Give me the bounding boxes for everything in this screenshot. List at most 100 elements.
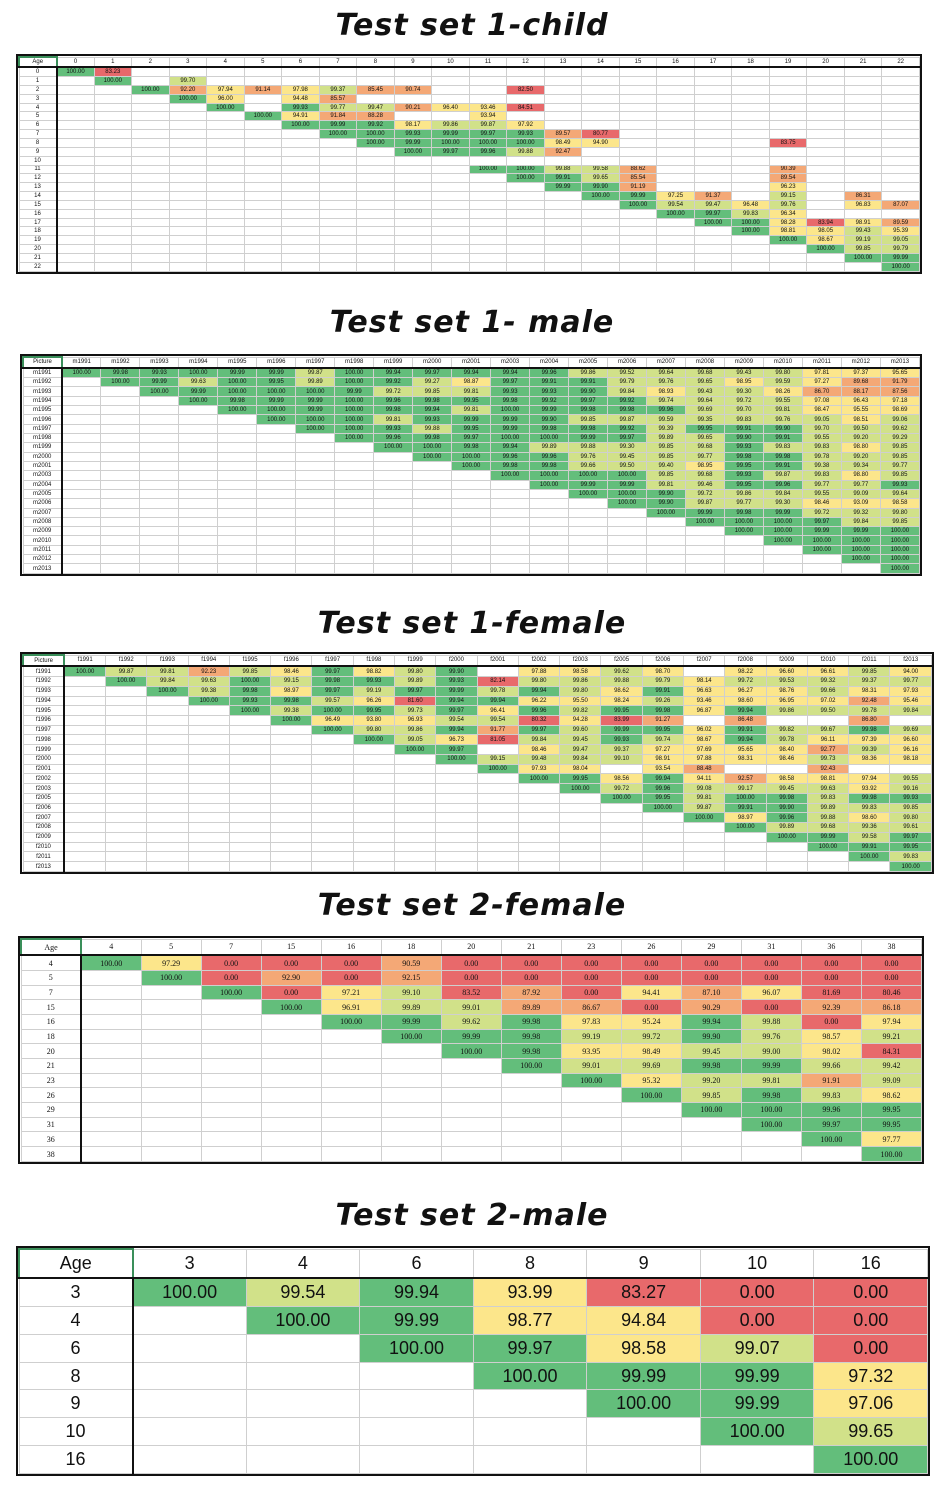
value-cell[interactable]: 100.00 [468, 138, 508, 148]
empty-cell[interactable] [168, 261, 208, 273]
empty-cell[interactable] [131, 111, 170, 122]
empty-cell[interactable] [412, 488, 453, 500]
row-header-cell[interactable]: f1994 [22, 695, 66, 707]
value-cell[interactable]: 100.00 [295, 414, 336, 425]
value-cell[interactable]: 99.93 [412, 414, 453, 425]
empty-cell[interactable] [187, 792, 230, 804]
value-cell[interactable]: 99.99 [431, 129, 470, 139]
value-cell[interactable]: 83.23 [93, 66, 133, 78]
value-cell[interactable]: 91.37 [693, 191, 733, 201]
value-cell[interactable]: 99.76 [646, 377, 686, 388]
empty-cell[interactable] [281, 155, 320, 166]
empty-cell[interactable] [806, 84, 845, 95]
value-cell[interactable]: 0.00 [680, 954, 742, 972]
empty-cell[interactable] [468, 76, 508, 86]
empty-cell[interactable] [131, 138, 170, 148]
column-header-cell[interactable]: f1994 [187, 654, 230, 668]
empty-cell[interactable] [373, 470, 414, 481]
empty-cell[interactable] [206, 261, 245, 273]
value-cell[interactable]: 99.97 [468, 129, 508, 139]
empty-cell[interactable] [352, 773, 396, 785]
value-cell[interactable]: 98.95 [723, 377, 764, 388]
value-cell[interactable]: 0.00 [813, 1306, 928, 1335]
value-cell[interactable]: 84.51 [506, 102, 545, 113]
empty-cell[interactable] [500, 1131, 562, 1148]
empty-cell[interactable] [559, 802, 602, 814]
value-cell[interactable]: 100.00 [435, 753, 478, 765]
empty-cell[interactable] [132, 1417, 247, 1447]
value-cell[interactable]: 99.98 [500, 1014, 562, 1030]
value-cell[interactable]: 98.91 [843, 217, 883, 228]
empty-cell[interactable] [843, 102, 883, 113]
empty-cell[interactable] [217, 479, 258, 490]
value-cell[interactable]: 100.00 [740, 1102, 802, 1118]
empty-cell[interactable] [139, 479, 180, 490]
row-header-cell[interactable]: 20 [20, 1043, 83, 1060]
value-cell[interactable]: 100.00 [607, 488, 647, 500]
empty-cell[interactable] [61, 479, 102, 490]
value-cell[interactable]: 99.97 [490, 377, 531, 388]
empty-cell[interactable] [311, 822, 354, 833]
empty-cell[interactable] [217, 432, 258, 444]
row-header-cell[interactable]: 29 [20, 1102, 83, 1118]
value-cell[interactable]: 81.60 [394, 695, 437, 707]
value-cell[interactable]: 99.91 [762, 460, 803, 472]
value-cell[interactable]: 99.97 [435, 744, 478, 755]
value-cell[interactable]: 0.00 [699, 1277, 815, 1308]
value-cell[interactable]: 99.94 [435, 724, 478, 736]
empty-cell[interactable] [56, 182, 95, 193]
empty-cell[interactable] [168, 199, 208, 210]
empty-cell[interactable] [105, 753, 148, 765]
empty-cell[interactable] [243, 146, 283, 157]
value-cell[interactable]: 0.00 [699, 1306, 815, 1335]
value-cell[interactable]: 80.46 [860, 984, 923, 1001]
empty-cell[interactable] [100, 395, 141, 407]
column-header-cell[interactable]: 21 [500, 938, 562, 957]
value-cell[interactable]: 100.00 [879, 535, 921, 546]
column-header-cell[interactable]: 9 [586, 1248, 701, 1280]
value-cell[interactable]: 99.93 [723, 442, 764, 453]
empty-cell[interactable] [506, 252, 545, 263]
value-cell[interactable]: 100.00 [187, 695, 230, 707]
value-cell[interactable]: 98.70 [641, 665, 685, 678]
empty-cell[interactable] [243, 164, 283, 175]
empty-cell[interactable] [740, 1146, 802, 1162]
empty-cell[interactable] [412, 498, 453, 509]
value-cell[interactable]: 88.48 [682, 763, 726, 775]
value-cell[interactable]: 99.89 [806, 802, 850, 814]
empty-cell[interactable] [61, 460, 102, 472]
value-cell[interactable]: 100.00 [393, 146, 433, 157]
empty-cell[interactable] [656, 155, 695, 166]
row-header-cell[interactable]: f2008 [22, 822, 66, 833]
value-cell[interactable]: 98.31 [724, 753, 767, 765]
empty-cell[interactable] [318, 199, 358, 210]
empty-cell[interactable] [178, 442, 219, 453]
empty-cell[interactable] [80, 1014, 142, 1030]
column-header-cell[interactable]: 6 [359, 1248, 474, 1280]
empty-cell[interactable] [731, 182, 770, 193]
empty-cell[interactable] [431, 199, 470, 210]
empty-cell[interactable] [93, 111, 133, 122]
empty-cell[interactable] [80, 1131, 142, 1148]
empty-cell[interactable] [168, 217, 208, 228]
value-cell[interactable]: 99.98 [412, 395, 453, 407]
value-cell[interactable]: 100.00 [140, 970, 202, 986]
empty-cell[interactable] [656, 182, 695, 193]
value-cell[interactable]: 89.54 [768, 173, 808, 184]
empty-cell[interactable] [270, 744, 313, 755]
empty-cell[interactable] [581, 120, 620, 131]
value-cell[interactable]: 99.72 [724, 676, 767, 687]
row-header-cell[interactable]: f2011 [22, 851, 66, 863]
empty-cell[interactable] [440, 1087, 502, 1104]
empty-cell[interactable] [178, 535, 219, 546]
value-cell[interactable]: 99.98 [740, 1087, 802, 1104]
column-header-cell[interactable]: 11 [468, 56, 508, 69]
empty-cell[interactable] [131, 191, 170, 201]
empty-cell[interactable] [581, 244, 620, 254]
column-header-cell[interactable]: 3 [132, 1248, 247, 1280]
value-cell[interactable]: 0.00 [620, 970, 682, 986]
value-cell[interactable]: 96.41 [476, 705, 519, 716]
empty-cell[interactable] [568, 544, 609, 556]
empty-cell[interactable] [140, 1116, 202, 1133]
value-cell[interactable]: 99.84 [840, 516, 881, 528]
